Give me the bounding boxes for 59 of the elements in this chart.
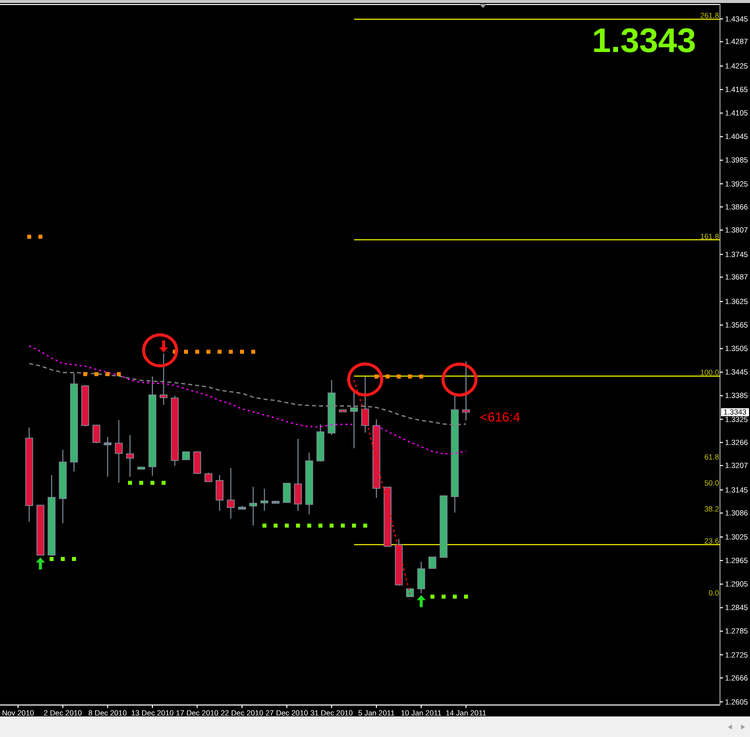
candlestick: [104, 436, 112, 478]
point: [430, 594, 434, 599]
point: [396, 374, 401, 378]
point: [452, 594, 457, 599]
point: [27, 234, 32, 239]
candlestick: [226, 467, 235, 520]
point: [184, 350, 188, 354]
candlestick: [282, 482, 291, 503]
candlestick: [193, 450, 202, 474]
candlestick: [462, 361, 470, 421]
point: [419, 374, 424, 378]
point: [106, 372, 110, 376]
candlestick: [92, 424, 100, 444]
point: [83, 372, 88, 376]
point: [150, 480, 154, 485]
line-series: [28, 362, 467, 426]
candlestick: [114, 420, 123, 483]
point: [386, 374, 390, 378]
point: [352, 524, 356, 528]
candlestick: [249, 486, 258, 526]
point: [363, 524, 368, 528]
text: 1.3343: [592, 22, 696, 60]
point: [296, 524, 300, 528]
candlestick: [350, 390, 358, 449]
candlestick: [160, 352, 168, 406]
candlestick: [126, 434, 134, 478]
candlestick: [428, 556, 436, 569]
point: [408, 374, 412, 378]
point: [60, 556, 65, 561]
candlestick: [216, 474, 224, 512]
point: [139, 480, 144, 485]
point: [195, 350, 200, 354]
point: [38, 234, 42, 239]
annotation: <616:4: [480, 410, 520, 425]
point: [464, 594, 468, 599]
point: [50, 556, 54, 561]
point: [307, 524, 312, 528]
point: [218, 350, 222, 354]
point: [318, 524, 322, 528]
candlestick: [294, 438, 302, 512]
point: [94, 372, 98, 376]
point: [116, 372, 121, 376]
point: [162, 480, 166, 485]
candlestick: [260, 488, 268, 512]
point: [330, 524, 334, 528]
point: [340, 524, 345, 528]
point: [206, 350, 210, 354]
point: [72, 556, 76, 561]
point: [251, 350, 256, 354]
point: [284, 524, 289, 528]
point: [262, 524, 266, 528]
point: [442, 594, 446, 599]
point: [240, 350, 244, 354]
point: [128, 480, 132, 485]
point: [374, 374, 378, 378]
point: [228, 350, 233, 354]
point: [274, 524, 278, 528]
candlestick: [417, 561, 426, 594]
candlestick: [361, 376, 370, 434]
